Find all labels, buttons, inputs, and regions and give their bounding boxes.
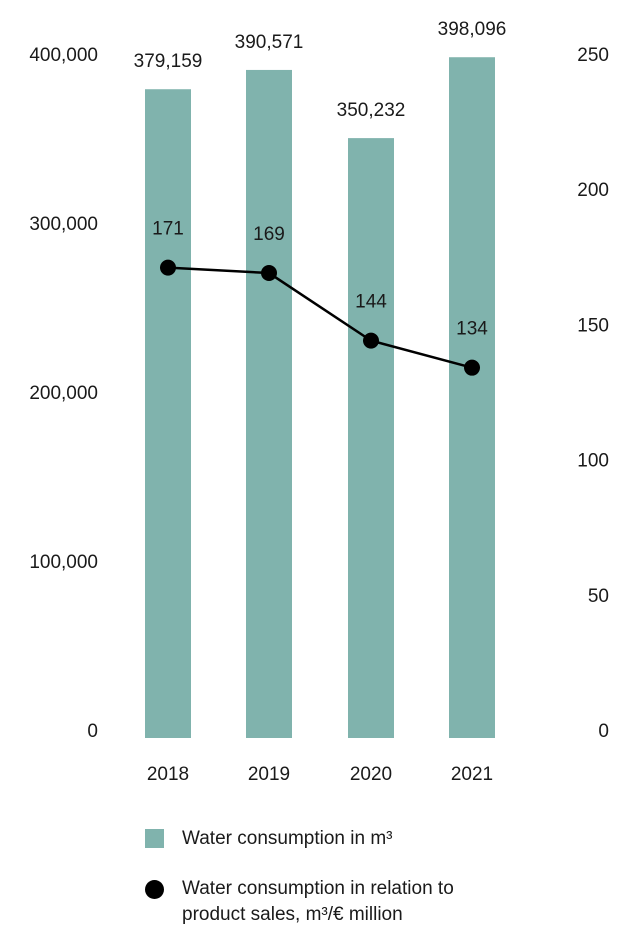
bar xyxy=(246,69,292,739)
right-axis-tick-label: 250 xyxy=(577,45,609,66)
legend-line-marker xyxy=(145,880,164,899)
left-axis-tick-label: 200,000 xyxy=(29,383,98,404)
bar-value-label: 350,232 xyxy=(337,100,406,121)
line-value-label: 171 xyxy=(152,219,184,240)
x-axis-tick-label: 2020 xyxy=(350,764,392,785)
x-axis-tick-label: 2018 xyxy=(147,764,189,785)
legend-line-label-2: product sales, m³/€ million xyxy=(182,904,403,925)
right-axis-tick-label: 0 xyxy=(598,721,609,742)
legend-line-label-1: Water consumption in relation to xyxy=(182,878,454,899)
right-axis-tick-label: 200 xyxy=(577,180,609,201)
bar xyxy=(348,138,394,739)
legend-item-line: Water consumption in relation to product… xyxy=(145,875,625,935)
legend-bar-swatch xyxy=(145,829,164,848)
bar xyxy=(145,89,191,738)
right-axis-tick-label: 100 xyxy=(577,451,609,472)
x-axis-tick-label: 2021 xyxy=(451,764,493,785)
line-value-label: 134 xyxy=(456,319,488,340)
line-point xyxy=(464,359,480,376)
x-axis-tick-label: 2019 xyxy=(248,764,290,785)
line-value-label: 169 xyxy=(253,224,285,245)
line-point xyxy=(261,265,277,282)
legend: Water consumption in m³ Water consumptio… xyxy=(145,825,625,935)
right-axis-tick-label: 50 xyxy=(588,586,609,607)
left-axis-tick-label: 100,000 xyxy=(29,552,98,573)
line-point xyxy=(363,332,379,349)
bar-value-label: 398,096 xyxy=(438,19,507,40)
left-axis-tick-label: 300,000 xyxy=(29,214,98,235)
chart: 0 100,000 200,000 300,000 400,000 0 50 100 150 20… xyxy=(29,19,609,785)
bar xyxy=(449,57,495,738)
legend-item-bars: Water consumption in m³ xyxy=(145,825,625,855)
line-point xyxy=(160,259,176,276)
bar-value-label: 379,159 xyxy=(134,51,203,72)
legend-bar-label: Water consumption in m³ xyxy=(182,828,393,849)
right-axis-tick-label: 150 xyxy=(577,315,609,336)
left-axis-tick-label: 400,000 xyxy=(29,45,98,66)
line-value-label: 144 xyxy=(355,292,387,313)
left-axis-tick-label: 0 xyxy=(87,721,98,742)
bar-value-label: 390,571 xyxy=(235,32,304,53)
line-series xyxy=(167,266,473,369)
